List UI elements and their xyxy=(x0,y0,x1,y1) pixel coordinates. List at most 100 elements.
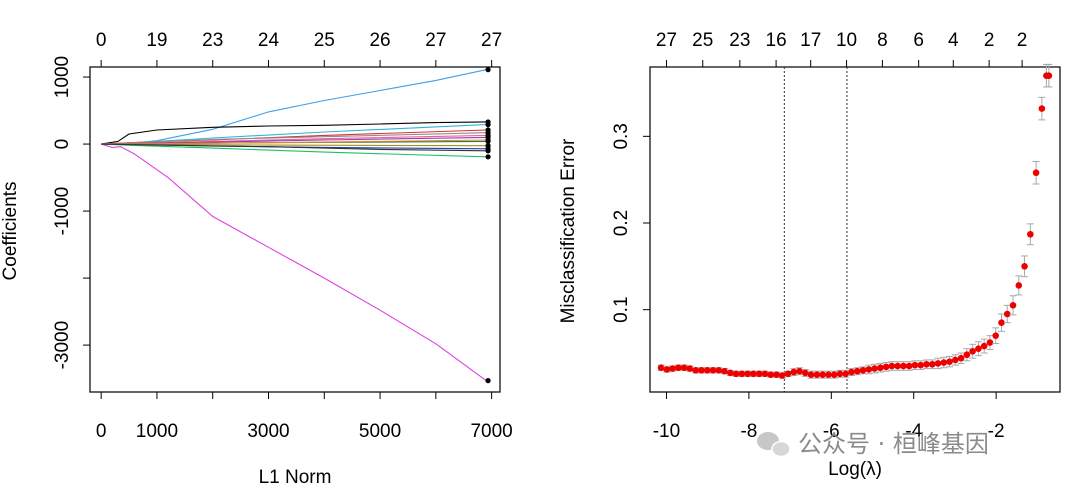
coef-path-black2 xyxy=(101,143,487,152)
cv-point xyxy=(767,371,775,378)
right-top-tick-label: 17 xyxy=(800,30,821,51)
coef-path-orange xyxy=(101,139,487,145)
cv-point xyxy=(859,367,867,374)
cv-point-group xyxy=(773,371,781,378)
cv-point xyxy=(680,364,688,372)
cv-point xyxy=(703,367,711,374)
cv-point xyxy=(836,370,844,378)
cv-point-group xyxy=(824,370,832,379)
cv-point-group xyxy=(853,367,861,376)
coef-path-blue xyxy=(101,69,487,145)
cv-point-group xyxy=(1038,96,1046,121)
cv-point-group xyxy=(657,364,665,372)
cv-point-group xyxy=(905,361,913,371)
cv-point xyxy=(721,367,728,375)
coef-path-end-orange xyxy=(485,137,491,143)
cv-point xyxy=(819,371,826,378)
left-top-tick-label: 23 xyxy=(202,30,223,51)
cv-point-group xyxy=(1026,223,1034,246)
cv-point xyxy=(1021,263,1028,270)
cv-point-group xyxy=(663,366,671,373)
cv-point-group xyxy=(1009,295,1017,316)
cv-point xyxy=(830,371,838,378)
coef-path-magenta xyxy=(101,143,487,382)
cv-point xyxy=(790,368,798,376)
cv-point-group xyxy=(974,341,982,357)
coefficient-paths xyxy=(101,67,491,384)
cv-point xyxy=(727,369,734,377)
left-top-axis: 0 19 23 24 25 26 27 27 xyxy=(96,30,502,67)
cv-point xyxy=(894,362,901,370)
cv-point xyxy=(1015,282,1023,289)
left-y-tick-label: -3000 xyxy=(52,321,73,370)
cv-point xyxy=(755,370,763,378)
cv-point xyxy=(1027,230,1034,238)
cv-point-group xyxy=(784,370,792,378)
cv-point-group xyxy=(1015,275,1023,296)
cv-point xyxy=(905,362,913,370)
left-top-tick-label: 26 xyxy=(369,30,390,51)
cv-point xyxy=(957,354,965,362)
cv-point-group xyxy=(830,370,838,379)
cv-point xyxy=(715,367,723,374)
cv-point xyxy=(992,332,1000,339)
cv-point xyxy=(698,367,705,374)
cv-point xyxy=(1009,302,1017,309)
coef-path-end-cyan xyxy=(485,122,491,128)
cv-point xyxy=(663,366,671,373)
left-x-tick-label: 3000 xyxy=(247,421,289,442)
right-top-tick-label: 2 xyxy=(984,30,995,51)
cv-point-group xyxy=(819,370,827,379)
cv-point xyxy=(952,356,959,364)
cv-point-group xyxy=(1003,304,1011,324)
cv-point-group xyxy=(951,354,959,366)
coef-path-end-green xyxy=(485,154,491,160)
cv-point xyxy=(1003,310,1011,318)
cv-point-group xyxy=(813,370,821,379)
coef-path-gray xyxy=(101,132,487,145)
cv-point xyxy=(825,371,832,378)
cv-point xyxy=(796,367,803,375)
cv-point xyxy=(923,360,930,368)
cv-point-group xyxy=(778,372,786,379)
left-y-axis-label: Coefficients xyxy=(0,182,21,281)
left-x-tick-label: 5000 xyxy=(359,421,401,442)
right-top-tick-label: 23 xyxy=(729,30,750,51)
cv-point xyxy=(940,359,948,366)
left-x-axis-label: L1 Norm xyxy=(259,467,332,487)
left-x-tick-label: 7000 xyxy=(470,421,512,442)
cv-point-group xyxy=(980,338,988,354)
cv-point xyxy=(778,372,786,379)
cv-point-group xyxy=(1032,160,1040,185)
left-top-tick-label: 24 xyxy=(258,30,280,51)
cv-point xyxy=(934,360,942,367)
right-x-tick-label: -6 xyxy=(823,421,840,442)
cv-point-group xyxy=(997,313,1005,332)
cv-point xyxy=(669,365,676,372)
left-x-tick-label: 1000 xyxy=(136,421,178,442)
cv-point-group xyxy=(899,361,907,371)
right-top-tick-label: 4 xyxy=(948,30,959,51)
right-x-axis-label: Log(λ) xyxy=(828,459,882,480)
cv-point-group xyxy=(790,368,798,377)
coef-path-end-magenta xyxy=(485,378,491,384)
right-top-tick-label: 8 xyxy=(877,30,888,51)
cv-point xyxy=(980,342,988,350)
cv-point-group xyxy=(928,359,936,370)
right-x-tick-label: -8 xyxy=(740,421,757,442)
coefficient-path-plot: 0 1000 3000 5000 7000 1000 0 -1000 -3000 0 19 23 2… xyxy=(0,30,513,487)
coef-path-end-black2 xyxy=(485,148,491,154)
cv-point xyxy=(911,361,919,369)
cv-point xyxy=(813,371,821,378)
left-top-tick-label: 27 xyxy=(425,30,446,51)
left-y-tick-label: 1000 xyxy=(52,56,73,98)
cv-point xyxy=(900,362,907,370)
cv-point-group xyxy=(871,363,879,374)
cv-point xyxy=(975,345,982,352)
right-top-axis: 27 25 23 16 17 10 8 6 4 2 2 xyxy=(656,30,1027,67)
cv-point xyxy=(882,363,890,371)
left-y-tick-label: 0 xyxy=(52,139,73,150)
cv-point xyxy=(686,365,694,372)
cv-point-group xyxy=(992,327,1000,344)
right-top-tick-label: 27 xyxy=(656,30,677,51)
